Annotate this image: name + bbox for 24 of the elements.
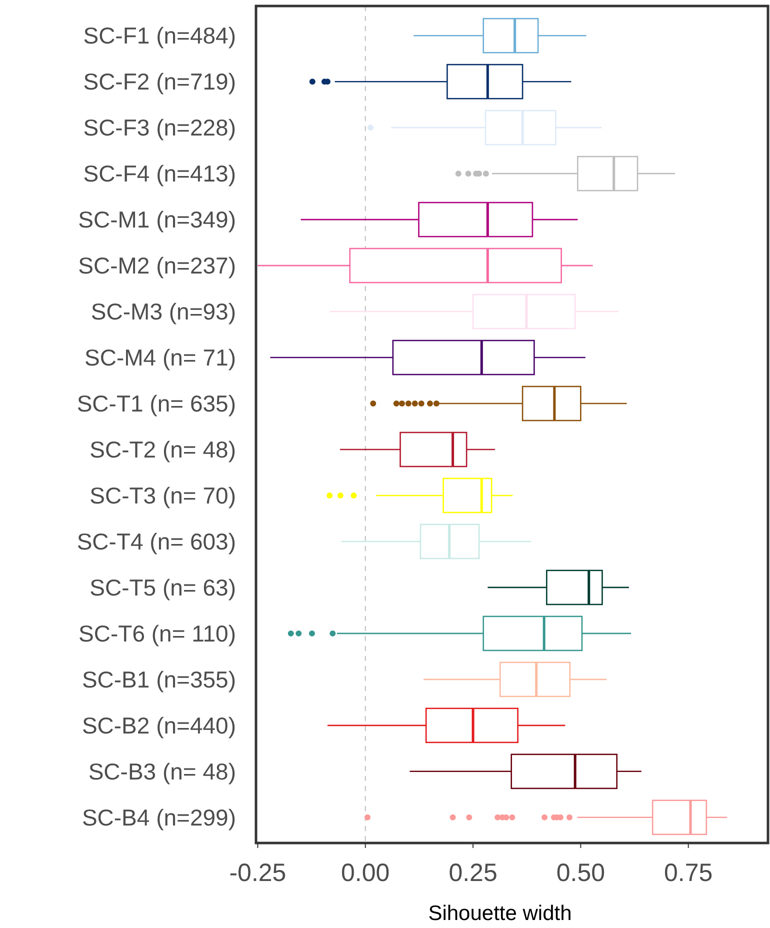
y-tick-label: SC-M1 (n=349) — [78, 206, 236, 233]
x-tick-label: 0.00 — [341, 859, 390, 887]
y-tick-label: SC-T2 (n= 48) — [90, 436, 236, 463]
x-tick-label: -0.25 — [229, 859, 286, 887]
y-tick-label: SC-M4 (n= 71) — [84, 344, 236, 371]
y-tick-label: SC-B4 (n=299) — [82, 804, 236, 830]
y-tick-label: SC-T3 (n= 70) — [90, 482, 236, 509]
y-tick-label: SC-T6 (n= 110) — [78, 620, 236, 646]
y-tick-label: SC-T4 (n= 603) — [76, 528, 236, 555]
y-tick-label: SC-B1 (n=355) — [82, 666, 236, 692]
y-tick-label: SC-B2 (n=440) — [82, 712, 236, 738]
y-tick-label: SC-F3 (n=228) — [83, 114, 236, 141]
x-tick-label: 0.25 — [448, 859, 498, 887]
y-tick-label: SC-T5 (n= 63) — [90, 574, 236, 601]
y-tick-label: SC-F2 (n=719) — [83, 68, 236, 95]
x-axis-title: Sihouette width — [428, 902, 572, 925]
y-tick-label: SC-M3 (n=93) — [90, 298, 236, 325]
y-tick-label: SC-F4 (n=413) — [83, 160, 236, 187]
y-tick-label: SC-F1 (n=484) — [83, 22, 236, 49]
x-tick-label: 0.50 — [556, 859, 606, 887]
y-tick-label: SC-M2 (n=237) — [78, 252, 236, 279]
y-tick-label: SC-T1 (n= 635) — [76, 390, 236, 417]
y-tick-label: SC-B3 (n= 48) — [88, 758, 236, 784]
x-tick-label: 0.75 — [664, 859, 713, 887]
